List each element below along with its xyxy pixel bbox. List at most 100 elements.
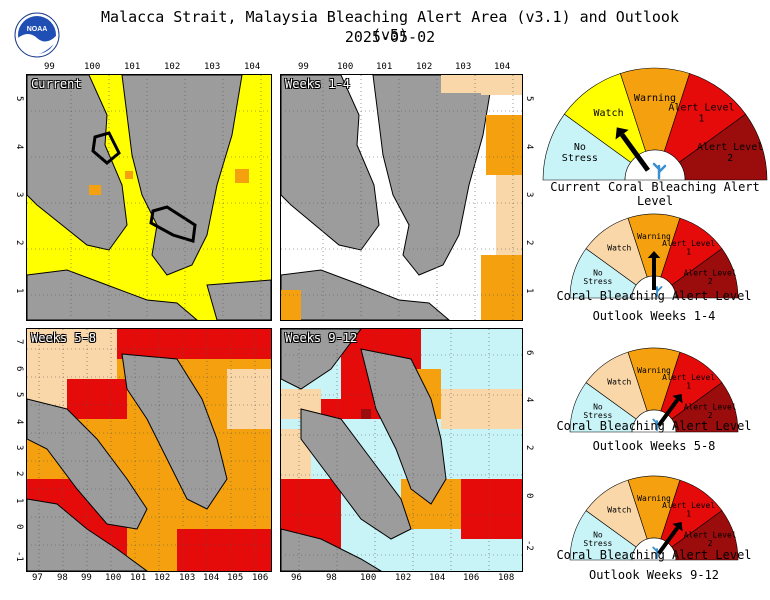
y-tick-label: 4 — [524, 144, 534, 150]
noaa-logo: NOAA — [14, 12, 60, 58]
gauge-needle-head — [672, 393, 683, 404]
coral-icon — [652, 162, 667, 180]
gauge-label: Watch — [607, 243, 631, 252]
gauge-label: No Stress — [583, 530, 612, 548]
logo-text: NOAA — [27, 26, 48, 33]
y-tick-label: 2 — [14, 240, 24, 246]
map-weeks-1-4: Weeks 1-4 — [280, 74, 523, 321]
x-tick-label: 104 — [203, 573, 220, 583]
x-tick-label: 102 — [416, 62, 433, 72]
gauge-label: Warning — [634, 93, 676, 104]
gauge-needle-head — [615, 127, 629, 140]
x-tick-label: 100 — [360, 573, 377, 583]
map-weeks-5-8: Weeks 5-8 — [26, 328, 272, 572]
y-tick-label: 4 — [14, 144, 24, 150]
gauge-caption: Coral Bleaching Alert Level — [556, 419, 752, 433]
x-tick-label: 108 — [498, 573, 515, 583]
panel-label-weeks-9-12: Weeks 9-12 — [285, 331, 358, 345]
gauge-label: Warning — [637, 232, 671, 241]
gauge-needle — [657, 526, 680, 555]
y-tick-label: 1 — [524, 288, 534, 294]
y-tick-label: 3 — [14, 192, 24, 198]
x-tick-label: 102 — [395, 573, 412, 583]
x-tick-label: 102 — [154, 573, 171, 583]
gauge-label: Alert Level 2 — [684, 530, 737, 548]
map-weeks-9-12: Weeks 9-12 — [280, 328, 523, 572]
page-title: Malacca Strait, Malaysia Bleaching Alert… — [101, 8, 679, 44]
x-tick-label: 106 — [463, 573, 480, 583]
x-tick-label: 104 — [429, 573, 446, 583]
panel-label-weeks-1-4: Weeks 1-4 — [285, 77, 351, 91]
y-tick-label: -1 — [14, 551, 24, 562]
x-tick-label: 105 — [227, 573, 244, 583]
gauge-needle-head — [672, 521, 683, 532]
gauge-label: Alert Level 1 — [662, 373, 715, 391]
gauge-subcaption: Outlook Weeks 1-4 — [592, 309, 716, 323]
x-tick-label: 103 — [204, 62, 221, 72]
gauge-label: No Stress — [562, 142, 598, 164]
gauge-label: Watch — [607, 377, 631, 386]
gauge-label: Alert Level 1 — [662, 501, 715, 519]
x-tick-label: 99 — [81, 573, 92, 583]
x-tick-label: 98 — [57, 573, 68, 583]
panel-label-current: Current — [31, 77, 82, 91]
x-tick-label: 103 — [455, 62, 472, 72]
gauge-subcaption: Outlook Weeks 9-12 — [588, 568, 720, 582]
y-tick-label: 2 — [14, 471, 24, 477]
x-tick-label: 101 — [130, 573, 147, 583]
x-tick-label: 106 — [252, 573, 269, 583]
x-tick-label: 96 — [291, 573, 302, 583]
y-tick-label: 4 — [524, 397, 534, 403]
x-tick-label: 100 — [84, 62, 101, 72]
gauge-subcaption: Outlook Weeks 5-8 — [592, 439, 716, 453]
y-tick-label: 5 — [14, 96, 24, 102]
gauge-label: Warning — [637, 366, 671, 375]
gauge-label: No Stress — [583, 402, 612, 420]
y-tick-label: 7 — [14, 339, 24, 345]
y-tick-label: 6 — [14, 366, 24, 372]
x-tick-label: 100 — [337, 62, 354, 72]
x-tick-label: 99 — [44, 62, 55, 72]
x-tick-label: 104 — [244, 62, 261, 72]
gauge-label: Watch — [594, 108, 624, 119]
x-tick-label: 100 — [105, 573, 122, 583]
x-tick-label: 98 — [326, 573, 337, 583]
x-tick-label: 103 — [179, 573, 196, 583]
y-tick-label: 5 — [14, 392, 24, 398]
y-tick-label: 3 — [524, 192, 534, 198]
panel-label-weeks-5-8: Weeks 5-8 — [31, 331, 97, 345]
y-tick-label: 3 — [14, 445, 24, 451]
gauge-needle — [620, 133, 650, 172]
y-tick-label: -2 — [524, 540, 534, 551]
page-date: 2025-05-02 — [344, 28, 436, 46]
y-tick-label: 4 — [14, 419, 24, 425]
y-tick-label: 2 — [524, 445, 534, 451]
y-tick-label: 0 — [524, 493, 534, 499]
gauge-caption: Current Coral Bleaching Alert Level — [550, 180, 760, 208]
y-tick-label: 0 — [14, 524, 24, 530]
gauge-needle-head — [647, 251, 661, 258]
x-tick-label: 102 — [164, 62, 181, 72]
x-tick-label: 99 — [298, 62, 309, 72]
x-tick-label: 104 — [494, 62, 511, 72]
gauge-label: No Stress — [583, 268, 612, 286]
gauge-caption: Coral Bleaching Alert Level — [556, 289, 752, 303]
gauge-needle — [657, 398, 680, 427]
gauge-label: Watch — [607, 505, 631, 514]
y-tick-label: 1 — [14, 498, 24, 504]
gauge-label: Alert Level 1 — [662, 239, 715, 257]
x-tick-label: 101 — [376, 62, 393, 72]
y-tick-label: 1 — [14, 288, 24, 294]
gauge-label: Warning — [637, 494, 671, 503]
gauge-caption: Coral Bleaching Alert Level — [556, 548, 752, 562]
y-tick-label: 6 — [524, 350, 534, 356]
y-tick-label: 2 — [524, 240, 534, 246]
map-current: Current — [26, 74, 272, 321]
x-tick-label: 101 — [124, 62, 141, 72]
gauge-label: Alert Level 2 — [684, 268, 737, 286]
gauge-label: Alert Level 2 — [684, 402, 737, 420]
